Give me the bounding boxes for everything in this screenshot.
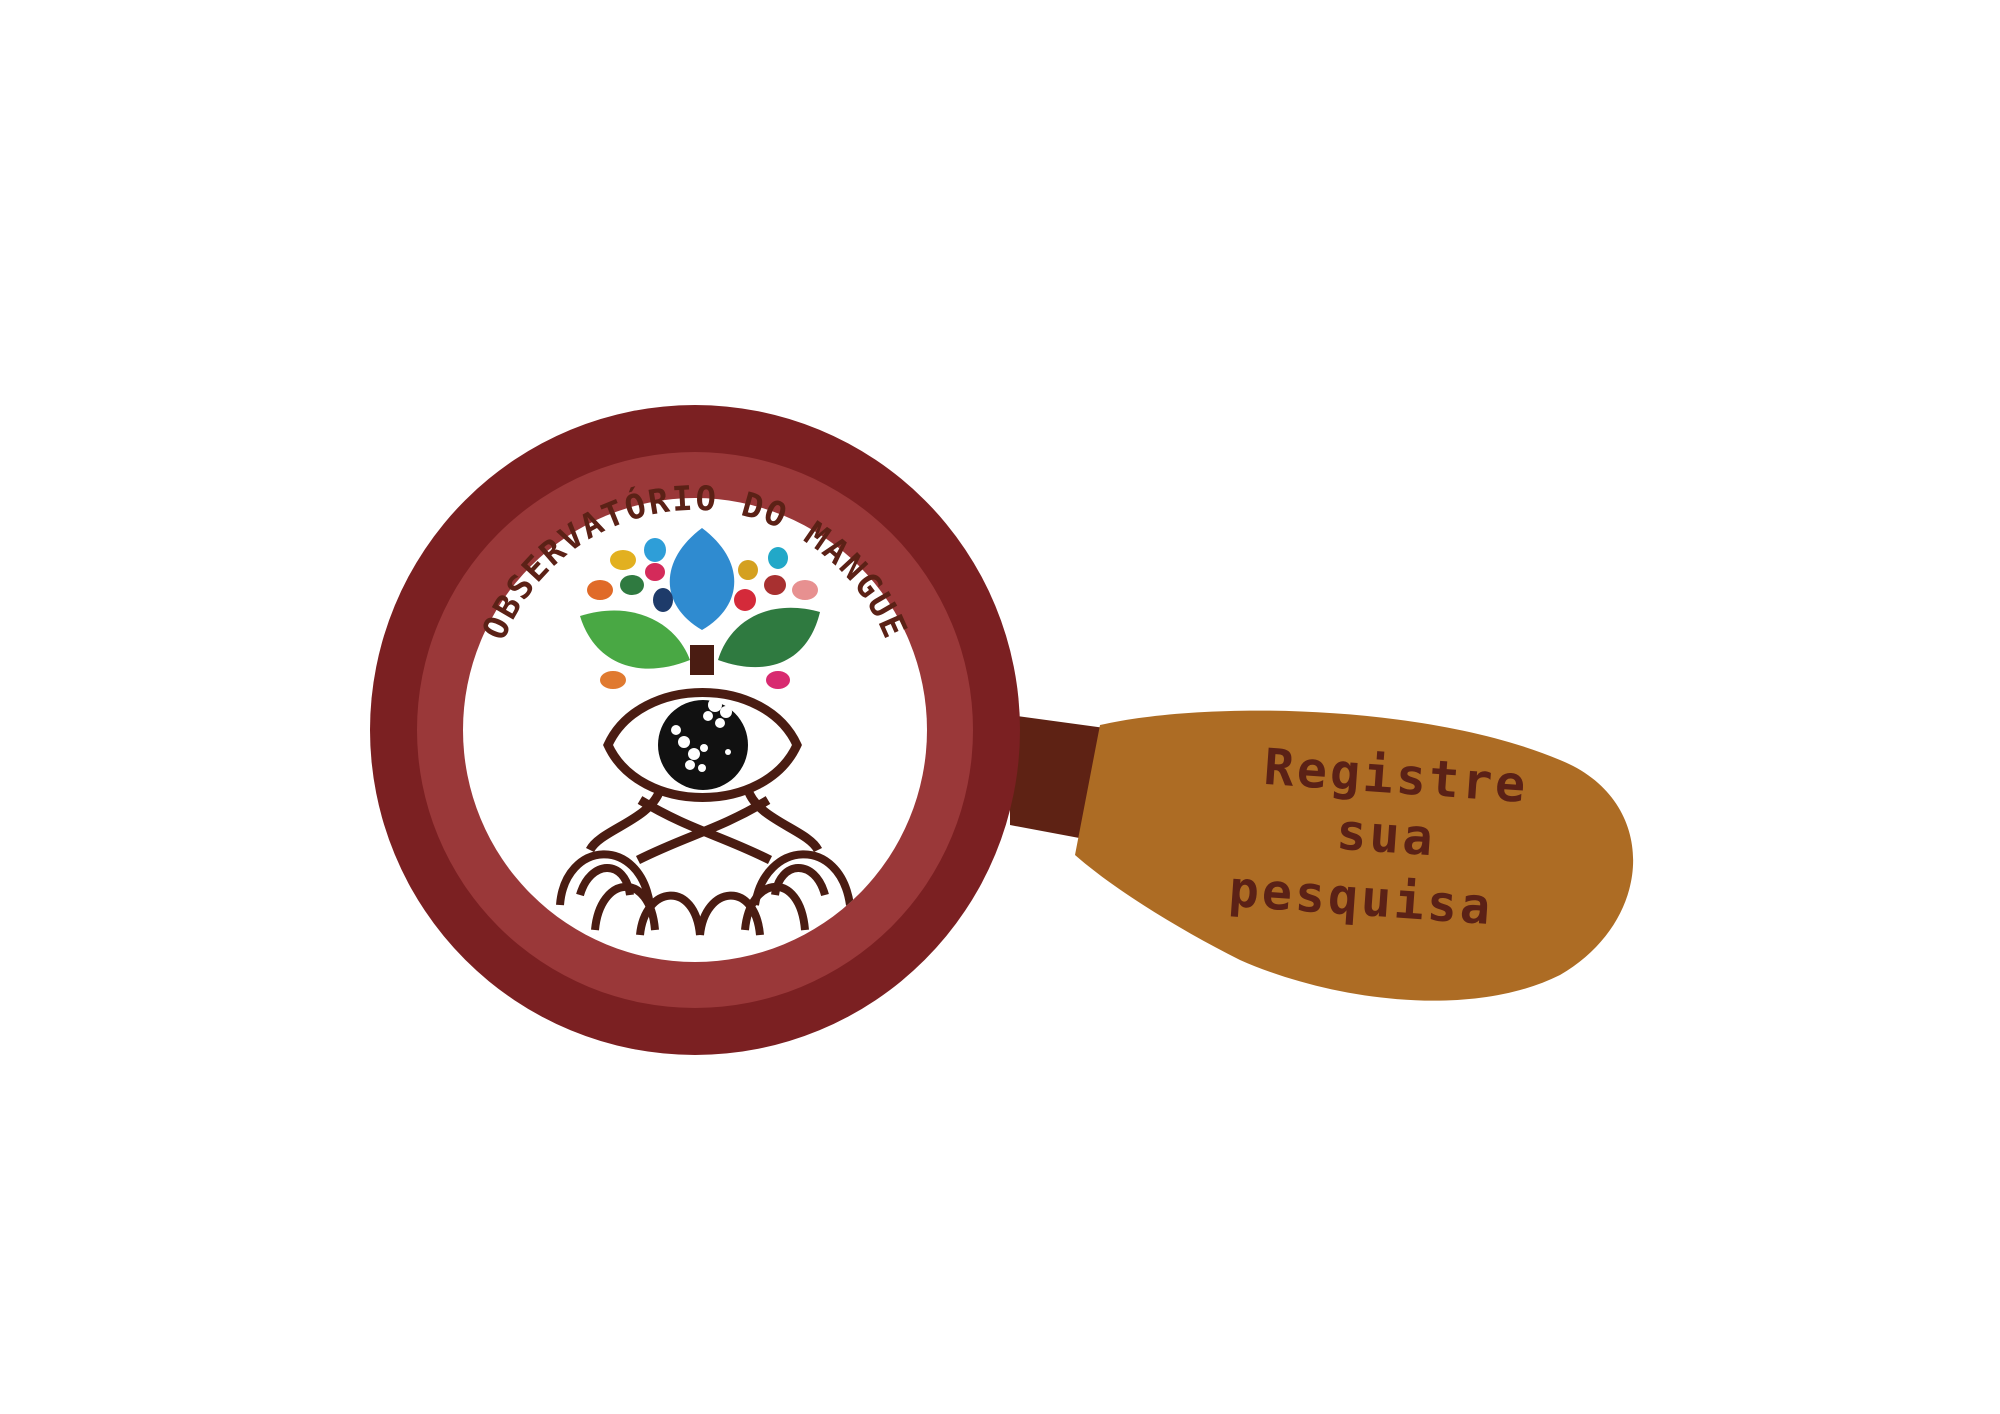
handle-neck xyxy=(1010,715,1105,840)
eye-mangrove-tree-icon xyxy=(556,528,854,936)
handle-text-line-2: sua xyxy=(1335,803,1438,868)
handle[interactable] xyxy=(1075,710,1634,1001)
